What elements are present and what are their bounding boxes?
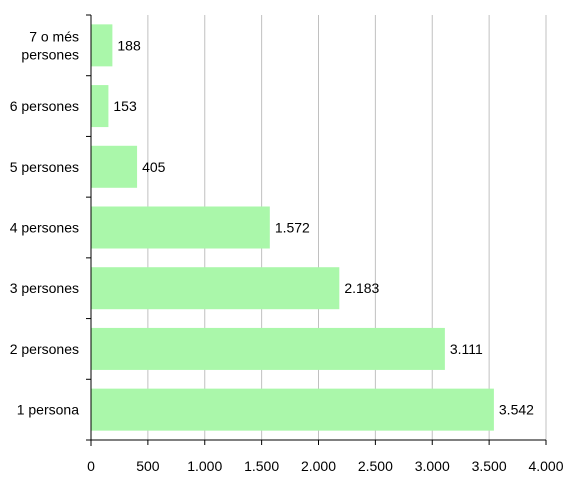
bar <box>91 327 445 370</box>
y-axis-labels: 1 persona 2 persones 3 persones 4 persones 5… <box>10 28 79 417</box>
bar <box>91 145 138 188</box>
bar <box>91 85 109 128</box>
data-label: 405 <box>142 159 166 175</box>
bar <box>91 388 494 431</box>
category-label: 2 persones <box>10 341 79 357</box>
category-label: 5 persones <box>10 159 79 175</box>
axes <box>86 14 546 446</box>
bars <box>91 24 494 431</box>
x-axis-ticks: 0 500 1.000 1.500 2.000 2.500 3.000 3.500 4.000 <box>87 440 564 474</box>
x-tick-label: 0 <box>87 458 95 474</box>
bar <box>91 24 113 67</box>
data-label: 3.542 <box>499 402 534 418</box>
bar <box>91 206 270 249</box>
category-label: 6 persones <box>10 98 79 114</box>
bar <box>91 267 340 310</box>
x-tick-label: 2.500 <box>358 458 393 474</box>
data-label: 2.183 <box>344 280 379 296</box>
data-label: 153 <box>113 98 137 114</box>
category-label: 4 persones <box>10 220 79 236</box>
x-tick-label: 3.500 <box>472 458 507 474</box>
x-tick-label: 3.000 <box>415 458 450 474</box>
category-label: 3 persones <box>10 280 79 296</box>
x-tick-label: 2.000 <box>301 458 336 474</box>
x-tick-label: 1.000 <box>187 458 222 474</box>
category-label: 7 o més <box>29 28 79 44</box>
data-label: 188 <box>117 37 141 53</box>
data-label: 1.572 <box>275 220 310 236</box>
x-tick-label: 1.500 <box>244 458 279 474</box>
category-label: 1 persona <box>17 402 79 418</box>
data-label: 3.111 <box>450 341 483 357</box>
x-tick-label: 500 <box>136 458 160 474</box>
data-labels: 3.542 3.111 2.183 1.572 405 153 188 <box>113 37 534 417</box>
x-tick-label: 4.000 <box>528 458 563 474</box>
category-label: persones <box>21 46 79 62</box>
